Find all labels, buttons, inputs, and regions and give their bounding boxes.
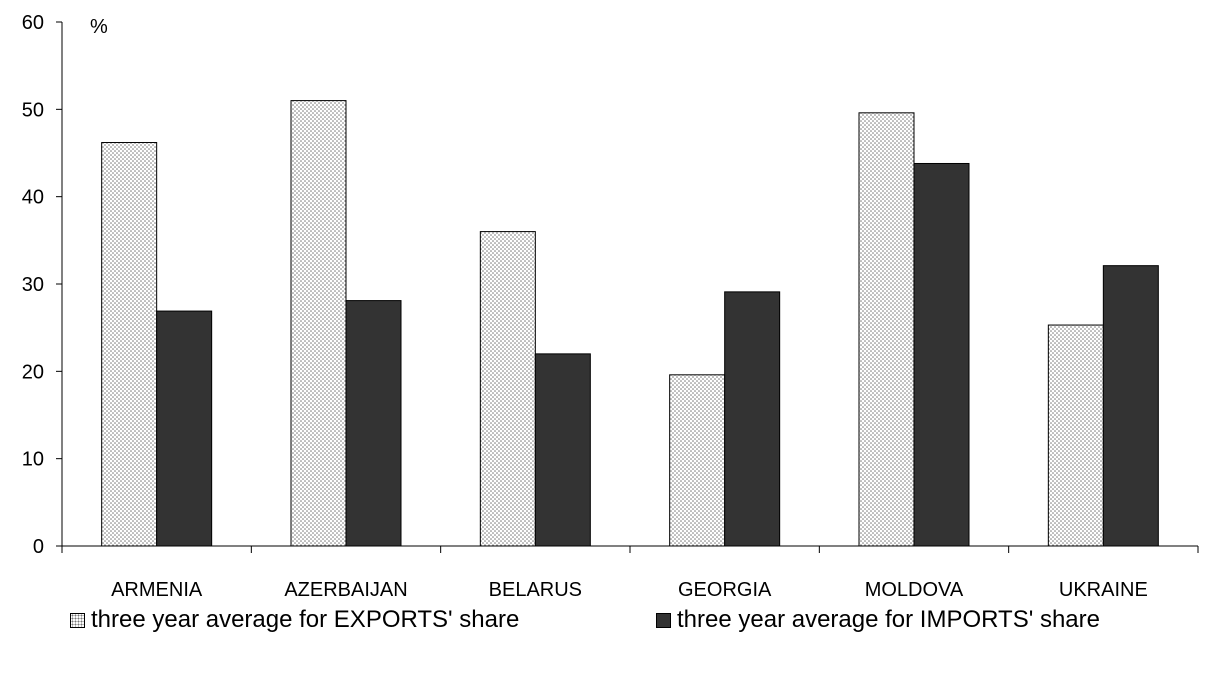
y-tick-label-40: 40: [22, 187, 44, 209]
imports-bar-azerbaijan: [345, 300, 402, 547]
imports-bar-moldova: [913, 162, 970, 547]
exports-bar-ukraine: [1047, 324, 1104, 547]
imports-bar-belarus: [534, 353, 591, 547]
y-tick-label-10: 10: [22, 449, 44, 471]
imports-swatch-icon: [656, 612, 671, 628]
x-tick-label-azerbaijan: AZERBAIJAN: [284, 579, 407, 600]
axes-group: [56, 21, 1199, 553]
legend-item-imports: three year average for IMPORTS' share: [656, 606, 1100, 634]
imports-bar-ukraine: [1102, 265, 1159, 547]
x-tick-label-georgia: GEORGIA: [678, 579, 772, 600]
exports-bar-azerbaijan: [290, 100, 347, 547]
y-tick-label-60: 60: [22, 12, 44, 34]
imports-bar-georgia: [724, 291, 781, 547]
x-tick-label-ukraine: UKRAINE: [1059, 579, 1148, 600]
y-tick-label-0: 0: [33, 536, 44, 558]
imports-bar-armenia: [156, 310, 213, 547]
legend: three year average for EXPORTS' share th…: [0, 606, 1212, 646]
exports-bar-belarus: [479, 231, 536, 547]
bar-chart: ARMENIA AZERBAIJAN BELARUS GEORGIA MOLDOVA UK…: [22, 12, 1199, 600]
y-tick-label-20: 20: [22, 361, 44, 383]
y-tick-label-50: 50: [22, 99, 44, 121]
exports-bar-georgia: [669, 374, 726, 547]
x-tick-label-belarus: BELARUS: [489, 579, 582, 600]
x-tick-label-armenia: ARMENIA: [111, 579, 203, 600]
legend-label-imports: three year average for IMPORTS' share: [677, 606, 1100, 633]
labels-group: ARMENIA AZERBAIJAN BELARUS GEORGIA MOLDOVA UK…: [22, 12, 1148, 600]
y-tick-label-30: 30: [22, 274, 44, 296]
legend-label-exports: three year average for EXPORTS' share: [91, 606, 520, 633]
exports-bar-armenia: [101, 142, 158, 547]
x-tick-label-moldova: MOLDOVA: [865, 579, 964, 600]
bars-group: [101, 100, 1159, 547]
legend-item-exports: three year average for EXPORTS' share: [70, 606, 519, 634]
exports-bar-moldova: [858, 112, 915, 547]
y-unit-label: %: [90, 16, 108, 38]
exports-swatch-icon: [70, 612, 85, 628]
